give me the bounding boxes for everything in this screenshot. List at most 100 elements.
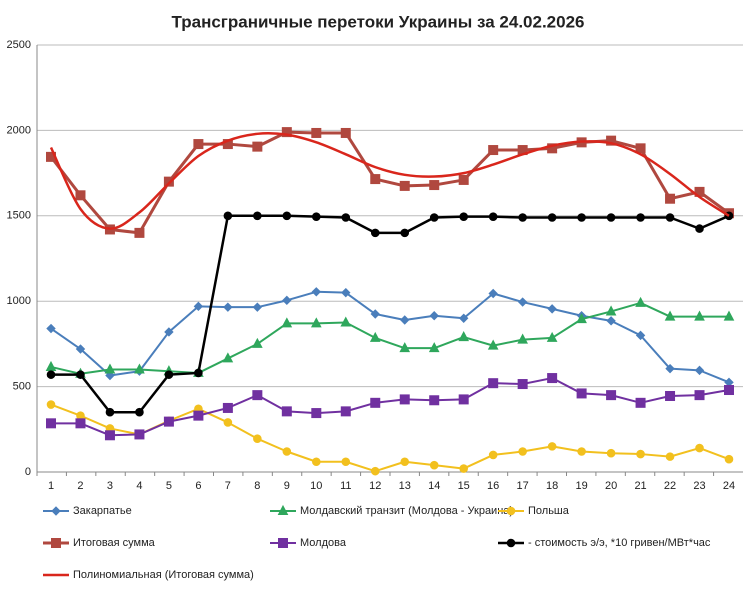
point xyxy=(635,397,646,408)
point xyxy=(252,390,263,401)
point xyxy=(253,211,262,221)
point xyxy=(277,504,289,515)
y-tick-label: 0 xyxy=(25,466,31,478)
point xyxy=(46,323,56,334)
point xyxy=(312,457,321,467)
point xyxy=(223,418,233,427)
point xyxy=(723,310,735,321)
point xyxy=(606,213,616,222)
chart-title: Трансграничные перетоки Украины за 24.02… xyxy=(172,12,585,31)
point xyxy=(400,315,410,325)
x-tick-label: 7 xyxy=(225,480,231,492)
point xyxy=(281,127,292,138)
point xyxy=(400,457,410,467)
y-tick-label: 1500 xyxy=(7,210,31,222)
point xyxy=(193,139,204,150)
point xyxy=(134,363,145,374)
point xyxy=(487,339,499,350)
point xyxy=(665,213,675,222)
point xyxy=(636,213,645,222)
x-tick-label: 8 xyxy=(254,480,260,492)
point xyxy=(341,213,351,222)
point xyxy=(76,370,85,379)
point xyxy=(46,400,56,409)
point xyxy=(164,370,174,379)
point xyxy=(370,466,380,476)
point xyxy=(252,302,263,312)
x-tick-label: 21 xyxy=(634,480,646,492)
point xyxy=(459,464,468,473)
point xyxy=(458,394,469,405)
point xyxy=(46,418,56,429)
legend-label: Польша xyxy=(528,505,570,517)
point xyxy=(194,368,203,378)
point xyxy=(664,310,676,321)
point xyxy=(45,360,57,371)
x-tick-label: 2 xyxy=(77,480,83,492)
point xyxy=(576,388,587,399)
point xyxy=(488,145,499,156)
point xyxy=(518,213,527,222)
point xyxy=(547,304,557,314)
point xyxy=(429,460,439,470)
point xyxy=(75,190,86,201)
point xyxy=(223,302,233,312)
point xyxy=(506,506,516,516)
point xyxy=(695,443,704,453)
x-tick-label: 13 xyxy=(399,480,411,492)
point xyxy=(606,135,617,146)
point xyxy=(665,452,675,461)
point xyxy=(134,227,145,238)
x-tick-label: 20 xyxy=(605,480,617,492)
point xyxy=(223,211,233,221)
x-tick-label: 14 xyxy=(428,480,440,492)
point xyxy=(76,411,85,420)
x-tick-label: 1 xyxy=(48,480,54,492)
point xyxy=(547,143,558,154)
point xyxy=(104,363,116,374)
point xyxy=(282,211,292,221)
point xyxy=(459,212,468,221)
point xyxy=(222,402,233,413)
point xyxy=(517,333,528,344)
x-tick-label: 5 xyxy=(166,480,172,492)
point xyxy=(695,224,704,233)
point xyxy=(310,317,322,328)
point xyxy=(75,418,86,429)
point xyxy=(282,447,292,456)
point xyxy=(488,212,498,221)
series-line xyxy=(50,301,729,375)
x-tick-label: 22 xyxy=(664,480,676,492)
y-tick-label: 500 xyxy=(13,381,31,393)
x-tick-label: 15 xyxy=(458,480,470,492)
legend-label: Закарпатье xyxy=(73,505,132,517)
point xyxy=(517,297,528,307)
point xyxy=(488,450,498,460)
point xyxy=(340,127,351,138)
legend-label: Полиномиальная (Итоговая сумма) xyxy=(73,569,254,581)
point xyxy=(724,454,734,464)
x-tick-label: 17 xyxy=(517,480,529,492)
x-tick-label: 18 xyxy=(546,480,558,492)
point xyxy=(278,538,288,548)
point xyxy=(370,397,381,408)
y-tick-label: 2000 xyxy=(7,124,31,136)
point xyxy=(253,434,262,443)
y-tick-label: 2500 xyxy=(7,39,31,51)
x-tick-label: 12 xyxy=(369,480,381,492)
point xyxy=(547,213,557,222)
point xyxy=(46,370,56,379)
y-tick-label: 1000 xyxy=(7,295,31,307)
point xyxy=(665,390,676,401)
point xyxy=(694,365,705,376)
legend-label: Молдова xyxy=(300,537,347,549)
point xyxy=(341,287,351,298)
point xyxy=(399,180,410,191)
point xyxy=(51,538,61,548)
point xyxy=(429,180,440,191)
x-tick-label: 4 xyxy=(136,480,142,492)
point xyxy=(252,141,263,152)
point xyxy=(105,407,115,417)
point xyxy=(193,301,204,312)
